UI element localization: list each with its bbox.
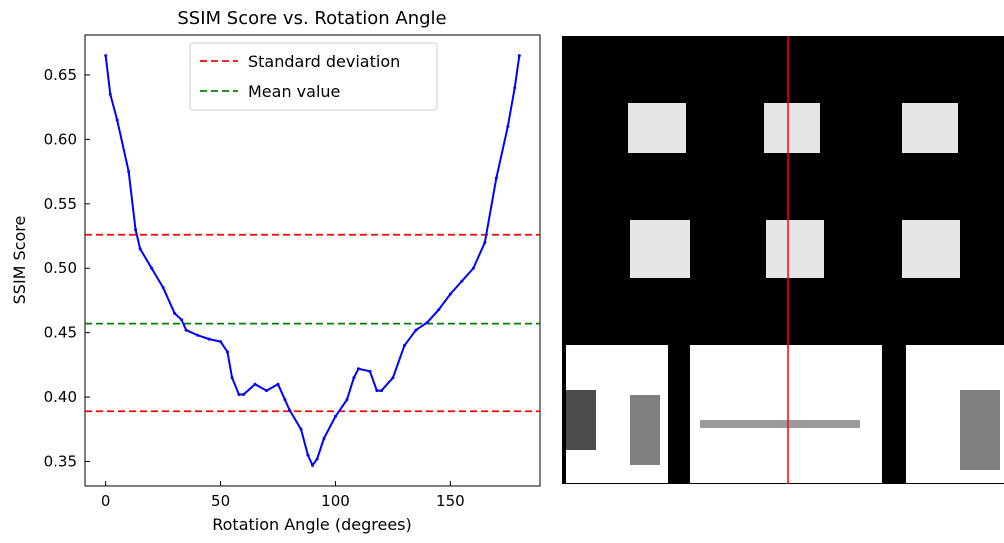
y-tick-label: 0.40 xyxy=(44,388,77,406)
data-point xyxy=(185,329,188,332)
data-point xyxy=(316,457,319,460)
x-tick-label: 0 xyxy=(101,492,111,510)
data-point xyxy=(345,398,348,401)
data-point xyxy=(380,389,383,392)
data-point xyxy=(139,247,142,250)
data-point xyxy=(391,376,394,379)
data-point xyxy=(150,267,153,270)
data-point xyxy=(196,334,199,337)
image-panel xyxy=(562,36,1004,484)
data-point xyxy=(134,228,137,231)
y-tick-label: 0.65 xyxy=(44,66,77,84)
data-point xyxy=(311,464,314,467)
data-point xyxy=(375,389,378,392)
data-point xyxy=(426,321,429,324)
data-point xyxy=(306,454,309,457)
data-point xyxy=(173,312,176,315)
data-point xyxy=(495,177,498,180)
legend-label: Standard deviation xyxy=(248,52,400,71)
data-line xyxy=(106,56,520,466)
data-point xyxy=(472,267,475,270)
data-point xyxy=(219,340,222,343)
y-tick-label: 0.60 xyxy=(44,130,77,148)
data-point xyxy=(109,93,112,96)
data-point xyxy=(368,370,371,373)
y-tick-label: 0.50 xyxy=(44,259,77,277)
y-tick-label: 0.45 xyxy=(44,324,77,342)
data-point xyxy=(506,125,509,128)
y-tick-label: 0.35 xyxy=(44,453,77,471)
data-point xyxy=(403,344,406,347)
data-point xyxy=(357,367,360,370)
data-point xyxy=(518,54,521,57)
data-point xyxy=(460,280,463,283)
data-point xyxy=(254,383,257,386)
x-axis-label: Rotation Angle (degrees) xyxy=(212,515,412,534)
data-point xyxy=(265,389,268,392)
data-point xyxy=(208,338,211,341)
data-point xyxy=(231,376,234,379)
data-point xyxy=(449,293,452,296)
legend-label: Mean value xyxy=(248,82,340,101)
data-point xyxy=(288,408,291,411)
data-point xyxy=(437,308,440,311)
data-point xyxy=(127,170,130,173)
data-point xyxy=(277,383,280,386)
data-point xyxy=(226,350,229,353)
data-point xyxy=(322,437,325,440)
data-point xyxy=(513,86,516,89)
data-point xyxy=(242,393,245,396)
data-point xyxy=(162,286,165,289)
x-tick-label: 100 xyxy=(321,492,350,510)
data-point xyxy=(180,318,183,321)
data-point xyxy=(116,119,119,122)
data-point xyxy=(334,415,337,418)
data-point xyxy=(414,329,417,332)
y-tick-label: 0.55 xyxy=(44,195,77,213)
data-point xyxy=(237,393,240,396)
data-point xyxy=(300,428,303,431)
figure: SSIM Score vs. Rotation Angle Rotation A… xyxy=(0,0,1004,539)
data-point xyxy=(104,54,107,57)
x-tick-label: 150 xyxy=(436,492,465,510)
data-point xyxy=(352,376,355,379)
x-tick-label: 50 xyxy=(211,492,230,510)
data-point xyxy=(483,241,486,244)
chart-title: SSIM Score vs. Rotation Angle xyxy=(177,8,446,29)
y-axis-label: SSIM Score xyxy=(10,216,29,305)
data-point xyxy=(283,398,286,401)
